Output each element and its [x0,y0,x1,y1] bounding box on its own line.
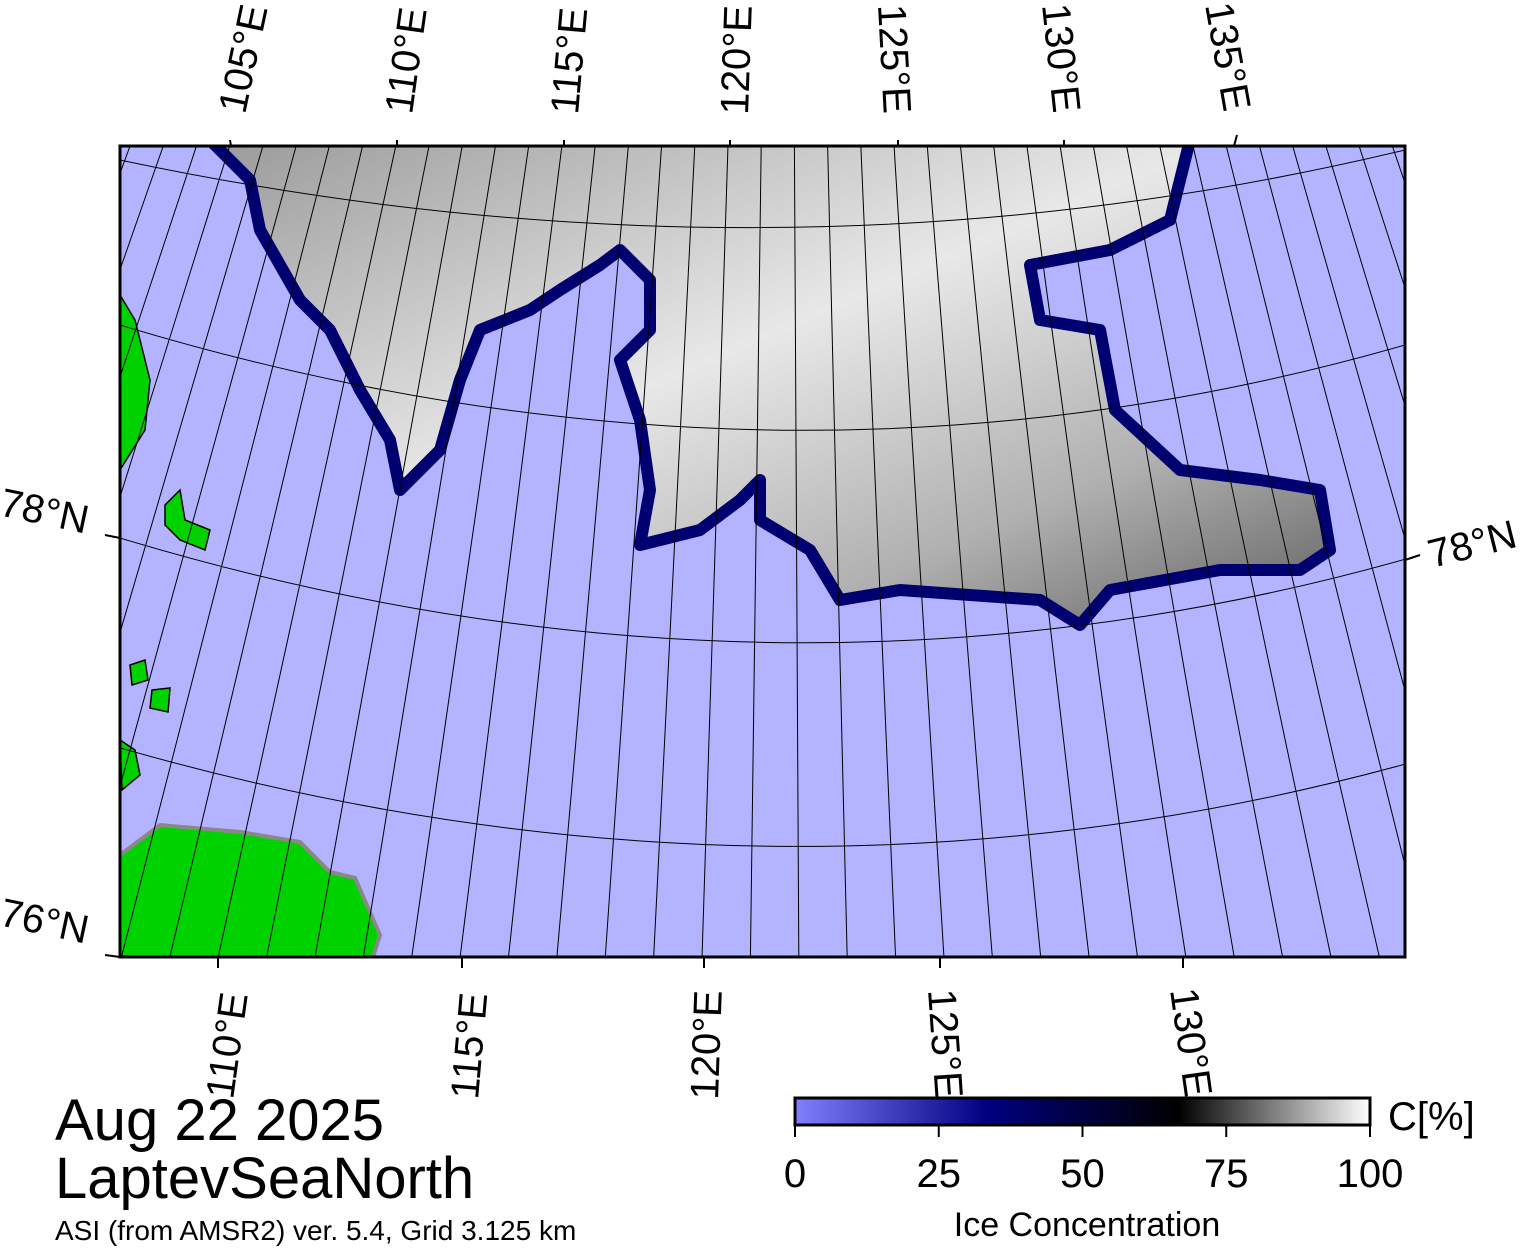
meridian [0,145,64,958]
meridian [556,146,629,957]
lon-label: 120°E [713,4,761,115]
frame-tick [1404,554,1421,561]
graticule [0,145,1405,958]
meridian [169,146,364,957]
parallel [120,747,1405,847]
lat-label: 78°N [1424,512,1521,576]
colorbar: C[%] Ice Concentration 0 25 50 75 100 [784,1095,1475,1244]
region-title: LaptevSeaNorth [55,1146,474,1211]
lon-label: 105°E [211,1,277,117]
meridian [0,145,97,958]
sea-ice [207,146,1336,631]
meridian [362,146,496,957]
meridian [120,146,231,499]
meridian [1059,146,1187,957]
colorbar-scale [793,1096,1372,1127]
source-note: ASI (from AMSR2) ver. 5.4, Grid 3.125 km [55,1215,576,1246]
date-title: Aug 22 2025 [55,1088,384,1153]
meridian [1092,146,1235,957]
colorbar-tick-label: 75 [1204,1152,1249,1196]
meridian [120,146,264,635]
meridian [266,146,430,957]
lon-label: 115°E [543,6,596,116]
map-frame [118,144,1407,959]
meridian [120,146,297,789]
meridian [959,146,1042,957]
meridian [1225,146,1405,868]
meridian [120,146,197,379]
meridian [827,146,848,957]
colorbar-unit: C[%] [1388,1095,1475,1139]
meridian [120,146,131,175]
meridian [411,146,530,957]
meridian [120,146,330,957]
meridian [701,146,729,957]
colorbar-label: Ice Concentration [954,1206,1221,1244]
parallel [120,324,1405,431]
lon-label: 130°E [1033,1,1088,114]
meridian [1292,146,1405,541]
meridian [1159,146,1332,957]
frame-tick [1233,134,1238,147]
lon-label: 125°E [869,3,919,115]
frame-tick [229,139,232,147]
parallel [120,149,1405,229]
frame-tick [104,954,121,958]
meridian [1358,146,1405,290]
meridian [653,146,696,957]
meridian [217,146,397,957]
meridian [1325,146,1405,408]
lon-label: 110°E [377,5,435,117]
meridian [1192,146,1380,957]
meridian [993,146,1090,957]
map-area [0,145,1405,958]
meridian [793,146,800,957]
lon-label: 115°E [443,991,496,1101]
colorbar-tick-label: 50 [1060,1152,1105,1196]
meridian [508,146,596,957]
lon-label: 135°E [1196,0,1258,114]
meridian [604,146,663,957]
land [164,488,211,552]
colorbar-tick-label: 25 [917,1152,962,1196]
meridian [314,146,463,957]
frame-tick [104,534,121,539]
lon-label: 125°E [919,988,971,1100]
lon-label: 120°E [683,989,731,1100]
colorbar-tick-label: 100 [1337,1152,1404,1196]
meridian [749,146,762,957]
meridian [1126,146,1284,957]
lon-label: 130°E [1161,985,1220,1099]
colorbar-tick-label: 0 [784,1152,806,1196]
parallel [120,537,1405,644]
meridian [1258,146,1405,693]
meridian [1026,146,1138,957]
meridian [860,146,897,957]
lon-label: 110°E [198,990,256,1102]
meridian [459,146,563,957]
lat-label: 76°N [0,891,93,953]
land [129,659,171,713]
lat-label: 78°N [0,481,93,543]
meridian [893,146,945,957]
meridian [926,146,993,957]
